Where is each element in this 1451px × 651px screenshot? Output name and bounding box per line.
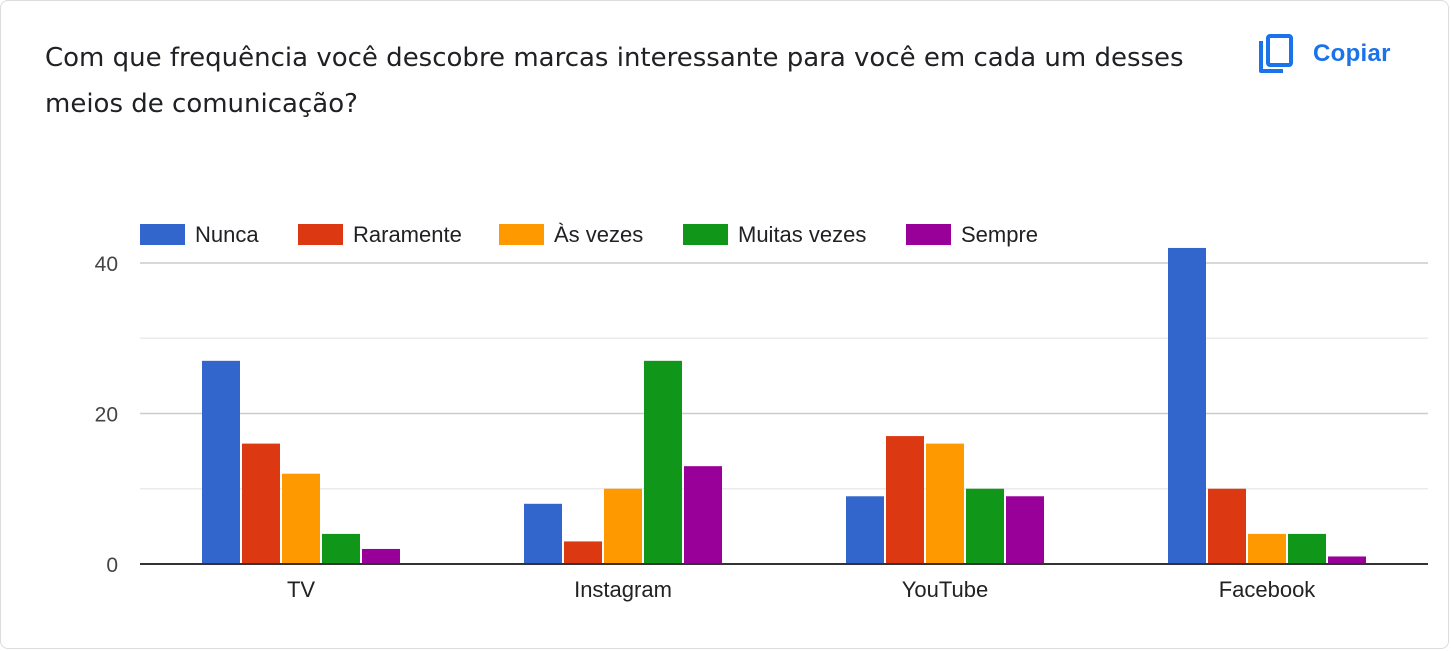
copy-icon bbox=[1259, 34, 1293, 73]
legend-item[interactable]: Sempre bbox=[906, 222, 1038, 247]
bar[interactable] bbox=[644, 360, 682, 564]
legend-label: Muitas vezes bbox=[738, 222, 866, 247]
axes: 0 20 40 TV Instagram YouTube Facebook bbox=[95, 253, 1428, 602]
bar[interactable] bbox=[564, 541, 602, 564]
copy-button[interactable]: Copiar bbox=[1251, 31, 1399, 77]
legend-item[interactable]: Nunca bbox=[140, 222, 259, 247]
legend-swatch bbox=[906, 224, 951, 245]
bars bbox=[202, 247, 1366, 564]
x-category-label: Instagram bbox=[574, 577, 672, 602]
bar[interactable] bbox=[524, 503, 562, 564]
bar[interactable] bbox=[1248, 533, 1286, 564]
y-tick-label: 0 bbox=[106, 554, 118, 577]
bar[interactable] bbox=[886, 436, 924, 564]
question-title: Com que frequência você descobre marcas … bbox=[45, 43, 1184, 119]
bar[interactable] bbox=[926, 443, 964, 564]
bar[interactable] bbox=[846, 496, 884, 564]
bar[interactable] bbox=[242, 443, 280, 564]
bar[interactable] bbox=[684, 466, 722, 564]
legend-label: Sempre bbox=[961, 222, 1038, 247]
bar[interactable] bbox=[604, 488, 642, 564]
copy-label: Copiar bbox=[1313, 40, 1391, 67]
legend-swatch bbox=[140, 224, 185, 245]
bar[interactable] bbox=[1208, 488, 1246, 564]
legend: Nunca Raramente Às vezes Muitas vezes Sempre bbox=[140, 222, 1038, 247]
legend-item[interactable]: Muitas vezes bbox=[683, 222, 866, 247]
bar[interactable] bbox=[966, 488, 1004, 564]
bar[interactable] bbox=[1006, 496, 1044, 564]
legend-item[interactable]: Às vezes bbox=[499, 222, 643, 247]
legend-label: Às vezes bbox=[554, 222, 643, 247]
bar[interactable] bbox=[202, 360, 240, 564]
x-category-label: YouTube bbox=[902, 577, 988, 602]
legend-item[interactable]: Raramente bbox=[298, 222, 462, 247]
bar[interactable] bbox=[1328, 556, 1366, 564]
y-tick-label: 20 bbox=[95, 404, 118, 427]
legend-swatch bbox=[298, 224, 343, 245]
legend-label: Nunca bbox=[195, 222, 259, 247]
x-category-label: Facebook bbox=[1219, 577, 1317, 602]
x-category-label: TV bbox=[287, 577, 315, 602]
legend-swatch bbox=[683, 224, 728, 245]
bar[interactable] bbox=[1168, 247, 1206, 564]
y-tick-label: 40 bbox=[95, 253, 118, 276]
legend-label: Raramente bbox=[353, 222, 462, 247]
gridlines bbox=[140, 262, 1428, 490]
bar[interactable] bbox=[362, 548, 400, 564]
bar[interactable] bbox=[322, 533, 360, 564]
bar[interactable] bbox=[282, 473, 320, 564]
legend-swatch bbox=[499, 224, 544, 245]
bar[interactable] bbox=[1288, 533, 1326, 564]
